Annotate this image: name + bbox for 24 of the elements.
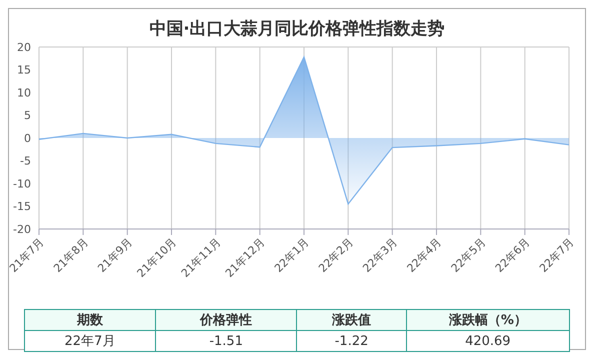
x-tick-label: 22年5月 [448, 235, 488, 276]
x-tick-label: 21年9月 [95, 235, 135, 276]
x-tick-label: 22年6月 [492, 235, 532, 276]
x-tick-label: 21年10月 [134, 235, 180, 280]
value-table: 期数 价格弹性 涨跌值 涨跌幅（%） 22年7月 -1.51 -1.22 420.69 [24, 309, 570, 352]
y-tick-label: 10 [17, 86, 31, 100]
x-tick-label: 21年11月 [178, 235, 224, 280]
y-tick-label: -10 [13, 177, 31, 190]
x-tick-label: 22年2月 [316, 235, 356, 276]
x-tick-label: 21年12月 [222, 235, 268, 280]
y-tick-label: -20 [13, 222, 31, 236]
y-tick-label: 20 [17, 40, 31, 54]
y-tick-label: 0 [24, 132, 31, 145]
y-tick-label: 15 [17, 64, 31, 77]
x-tick-label: 21年7月 [7, 235, 47, 276]
chart-title: 中国·出口大蒜月同比价格弹性指数走势 [148, 18, 446, 41]
y-tick-label: 5 [24, 109, 31, 122]
x-tick-label: 22年3月 [360, 235, 400, 276]
x-tick-label: 22年7月 [537, 235, 577, 276]
x-tick-label: 21年8月 [51, 235, 91, 276]
y-tick-label: -5 [20, 154, 31, 168]
x-tick-label: 22年1月 [272, 235, 312, 276]
y-tick-label: -15 [13, 200, 31, 214]
x-tick-label: 22年4月 [404, 235, 444, 276]
